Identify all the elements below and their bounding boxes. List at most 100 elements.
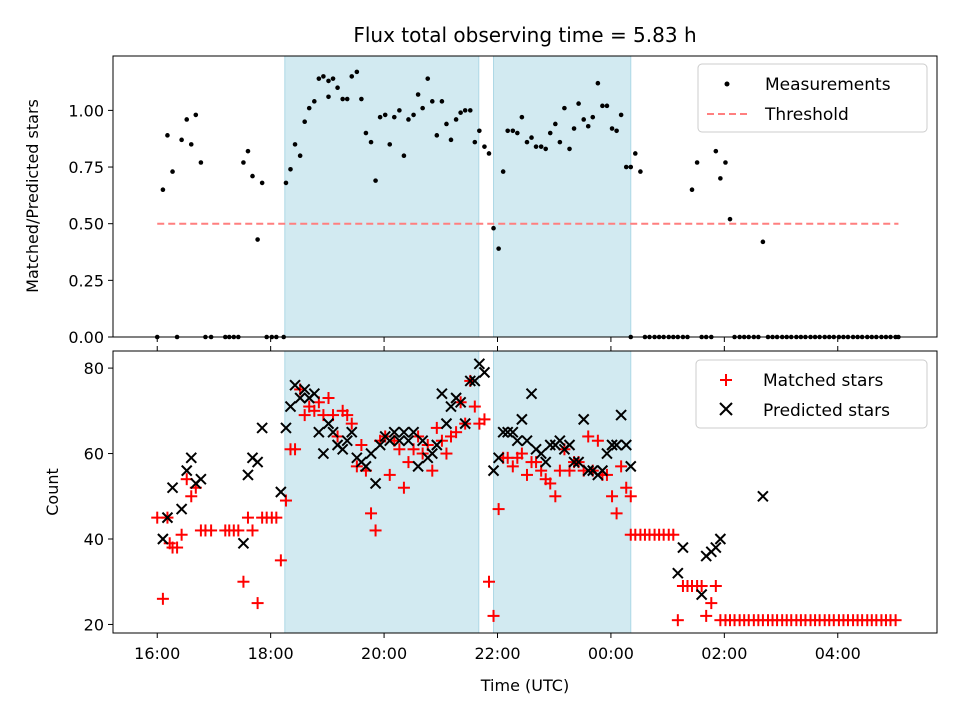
measurement-point — [387, 142, 393, 147]
measurement-point — [533, 144, 539, 149]
top-legend: Measurements Threshold — [697, 63, 928, 133]
measurement-point — [524, 139, 530, 145]
top-highlight-spans — [284, 55, 632, 338]
measurement-point — [529, 135, 534, 140]
matched-star-point — [440, 447, 453, 460]
matched-star-point — [151, 511, 164, 524]
predicted-star-point — [606, 439, 618, 451]
matched-star-point — [393, 443, 406, 456]
matched-star-point — [322, 392, 335, 404]
predicted-star-point — [710, 541, 722, 554]
measurement-point — [491, 225, 496, 231]
matched-star-point — [241, 511, 254, 524]
predicted-star-point — [521, 435, 533, 447]
predicted-star-point — [577, 413, 590, 426]
matched-star-point — [369, 524, 382, 537]
matched-star-point — [274, 554, 287, 567]
matched-star-point — [620, 481, 633, 494]
predicted-star-point — [473, 358, 486, 370]
measurement-point — [250, 173, 255, 179]
bottom-axes-frame — [112, 350, 938, 634]
measurement-point — [373, 178, 378, 183]
measurement-point — [415, 92, 421, 97]
predicted-star-point — [166, 482, 179, 494]
measurement-point — [505, 128, 511, 134]
measurement-point — [448, 137, 454, 143]
matched-star-point — [397, 481, 410, 494]
measurement-point — [623, 164, 629, 170]
measurement-point — [618, 112, 624, 118]
measurement-point — [391, 114, 397, 120]
measurement-point — [179, 137, 184, 143]
measurement-point — [713, 148, 719, 154]
measurement-point — [515, 130, 520, 136]
measurement-point — [609, 126, 615, 131]
predicted-star-point — [336, 443, 349, 455]
predicted-star-point — [601, 447, 613, 460]
predicted-star-point — [440, 417, 453, 430]
highlight-span — [493, 55, 632, 338]
measurement-point — [472, 139, 478, 145]
measurement-point — [193, 112, 199, 118]
legend-predicted-marker — [719, 402, 733, 416]
measurement-point — [585, 123, 591, 129]
predicted-star-point — [695, 588, 708, 601]
top-x-ticks — [156, 337, 839, 342]
predicted-star-point — [582, 464, 594, 477]
measurement-point — [600, 103, 605, 109]
predicted-star-point — [161, 511, 174, 524]
measurement-point — [482, 144, 487, 149]
predicted-star-point — [478, 366, 491, 379]
matched-star-point — [544, 477, 557, 490]
y-tick-label: 80 — [84, 359, 104, 378]
matched-star-point — [487, 609, 500, 622]
predicted-star-point — [360, 460, 372, 473]
measurement-point — [689, 187, 695, 193]
measurement-point — [321, 74, 326, 79]
measurement-point — [567, 146, 572, 152]
measurement-point — [330, 76, 336, 81]
measurement-point — [312, 99, 317, 104]
matched-star-point — [205, 524, 218, 537]
measurement-point — [245, 148, 251, 154]
y-tick-label: 60 — [84, 445, 104, 464]
predicted-star-point — [525, 388, 538, 400]
measurement-point — [397, 108, 402, 113]
measurement-point — [288, 167, 293, 172]
measurement-point — [510, 128, 516, 134]
measurement-point — [354, 69, 360, 75]
measurement-point — [316, 76, 322, 81]
matched-star-point — [365, 507, 378, 520]
bottom-highlight-spans — [284, 350, 632, 634]
measurement-point — [723, 160, 728, 165]
predicted-star-point — [615, 409, 627, 421]
matched-star-point — [270, 511, 283, 524]
top-legend-box — [697, 63, 928, 133]
y-tick-label: 0.00 — [68, 328, 104, 347]
predicted-star-point — [620, 439, 632, 451]
matched-star-point — [705, 597, 718, 610]
predicted-star-point — [487, 464, 500, 477]
predicted-star-point — [298, 383, 311, 396]
predicted-star-point — [346, 426, 358, 438]
predicted-star-point — [388, 426, 400, 438]
predicted-star-point — [369, 477, 382, 490]
matched-star-point — [289, 443, 302, 456]
highlight-span — [284, 55, 480, 338]
x-tick-label: 18:00 — [248, 644, 294, 663]
matched-star-point — [468, 400, 481, 413]
predicted-star-point — [327, 426, 339, 438]
predicted-star-point — [757, 490, 769, 502]
matched-star-point — [624, 490, 637, 503]
x-tick-label: 02:00 — [701, 644, 747, 663]
matched-star-point — [482, 575, 495, 588]
matched-star-point — [341, 409, 354, 422]
predicted-star-point — [501, 426, 514, 438]
x-axis-label: Time (UTC) — [480, 676, 569, 695]
x-tick-label: 04:00 — [815, 644, 861, 663]
measurement-point — [406, 117, 411, 122]
predicted-star-point — [308, 388, 321, 400]
matched-star-point — [591, 434, 604, 447]
matched-star-point — [232, 524, 245, 537]
